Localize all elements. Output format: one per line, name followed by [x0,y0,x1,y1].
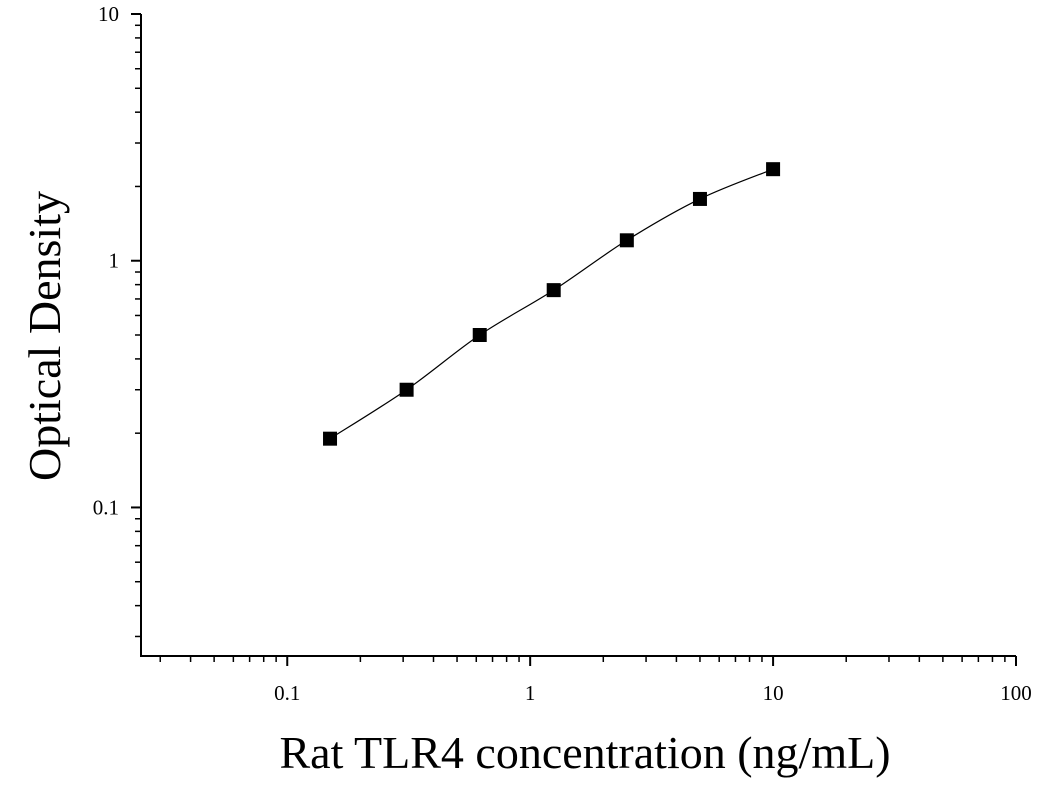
data-point [399,382,414,397]
fit-curve-group [329,168,774,440]
ticks: 0.1 1 10 100 0.1 1 10 [93,2,1032,705]
y-tick-label: 0.1 [93,495,119,519]
x-tick-label: 1 [525,681,536,705]
y-tick-label: 10 [98,2,119,26]
x-axis-title: Rat TLR4 concentration (ng/mL) [279,727,890,778]
axes [140,14,1016,657]
data-point [619,233,634,248]
data-point [546,283,561,298]
fit-curve [329,168,774,440]
y-axis-title: Optical Density [19,191,70,481]
y-tick-label: 1 [109,249,120,273]
data-point [692,191,707,206]
data-point [472,328,487,342]
x-tick-label: 100 [1000,681,1032,705]
x-tick-label: 10 [763,681,784,705]
data-point [766,162,781,177]
x-tick-label: 0.1 [274,681,300,705]
data-point [323,431,338,446]
data-points [323,162,781,446]
